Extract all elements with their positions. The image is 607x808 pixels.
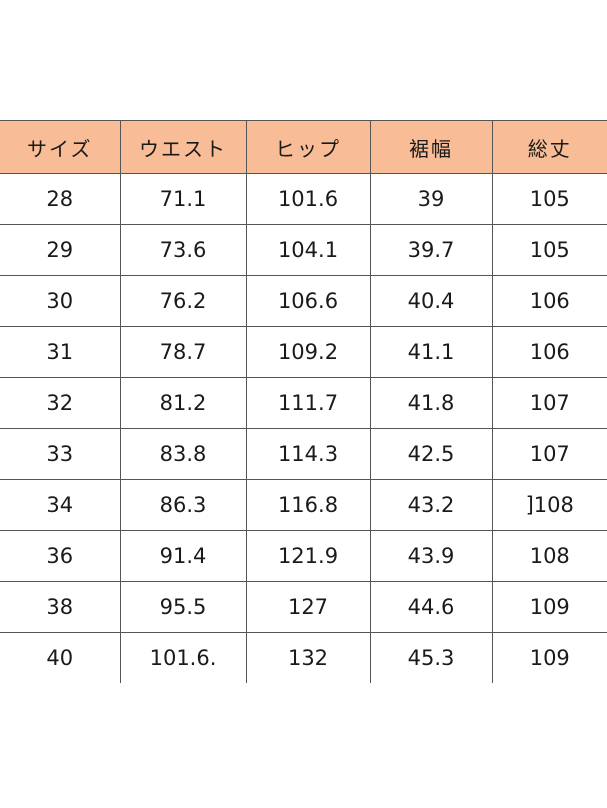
cell-hem-width: 43.9 [369,530,493,582]
cell-total-length: 106 [491,326,607,378]
cell-size: 38 [0,581,121,633]
cell-total-length: 109 [491,632,607,683]
cell-total-length: 108 [491,530,607,582]
cell-hip: 101.6 [245,173,371,225]
header-waist: ウエスト [119,120,247,174]
cell-total-length: 107 [491,428,607,480]
cell-hem-width: 45.3 [369,632,493,683]
cell-total-length: 105 [491,173,607,225]
header-row: サイズ ウエスト ヒップ 裾幅 総丈 [0,120,607,174]
cell-hem-width: 40.4 [369,275,493,327]
table-row: 36 91.4 121.9 43.9 108 [0,530,607,582]
cell-hem-width: 41.1 [369,326,493,378]
table-header: サイズ ウエスト ヒップ 裾幅 総丈 [0,120,607,174]
cell-hip: 114.3 [245,428,371,480]
table-row: 28 71.1 101.6 39 105 [0,173,607,225]
cell-waist: 73.6 [119,224,247,276]
table-row: 31 78.7 109.2 41.1 106 [0,326,607,378]
table-row: 32 81.2 111.7 41.8 107 [0,377,607,429]
table-row: 30 76.2 106.6 40.4 106 [0,275,607,327]
table-row: 34 86.3 116.8 43.2 ]108 [0,479,607,531]
cell-size: 32 [0,377,121,429]
cell-hem-width: 39 [369,173,493,225]
table-row: 40 101.6. 132 45.3 109 [0,632,607,683]
cell-hip: 116.8 [245,479,371,531]
table-row: 29 73.6 104.1 39.7 105 [0,224,607,276]
cell-size: 36 [0,530,121,582]
cell-waist: 71.1 [119,173,247,225]
cell-total-length: 107 [491,377,607,429]
cell-waist: 81.2 [119,377,247,429]
cell-hip: 106.6 [245,275,371,327]
table-row: 33 83.8 114.3 42.5 107 [0,428,607,480]
header-size: サイズ [0,120,121,174]
cell-hip: 132 [245,632,371,683]
cell-size: 33 [0,428,121,480]
header-hip: ヒップ [245,120,371,174]
cell-size: 29 [0,224,121,276]
cell-waist: 86.3 [119,479,247,531]
cell-hip: 109.2 [245,326,371,378]
cell-waist: 95.5 [119,581,247,633]
header-hem-width: 裾幅 [369,120,493,174]
header-total-length: 総丈 [491,120,607,174]
cell-hem-width: 39.7 [369,224,493,276]
cell-hip: 121.9 [245,530,371,582]
cell-hip: 111.7 [245,377,371,429]
cell-size: 30 [0,275,121,327]
cell-size: 34 [0,479,121,531]
size-chart-table: サイズ ウエスト ヒップ 裾幅 総丈 28 71.1 101.6 39 105 … [0,120,607,683]
cell-waist: 78.7 [119,326,247,378]
table-body: 28 71.1 101.6 39 105 29 73.6 104.1 39.7 … [0,173,607,683]
cell-total-length: 105 [491,224,607,276]
cell-hem-width: 44.6 [369,581,493,633]
cell-waist: 91.4 [119,530,247,582]
cell-hip: 104.1 [245,224,371,276]
cell-size: 31 [0,326,121,378]
cell-size: 40 [0,632,121,683]
cell-hem-width: 42.5 [369,428,493,480]
cell-waist: 76.2 [119,275,247,327]
table-row: 38 95.5 127 44.6 109 [0,581,607,633]
cell-total-length: ]108 [491,479,607,531]
cell-hem-width: 41.8 [369,377,493,429]
cell-waist: 101.6. [119,632,247,683]
cell-hip: 127 [245,581,371,633]
cell-size: 28 [0,173,121,225]
cell-total-length: 109 [491,581,607,633]
cell-waist: 83.8 [119,428,247,480]
cell-total-length: 106 [491,275,607,327]
cell-hem-width: 43.2 [369,479,493,531]
